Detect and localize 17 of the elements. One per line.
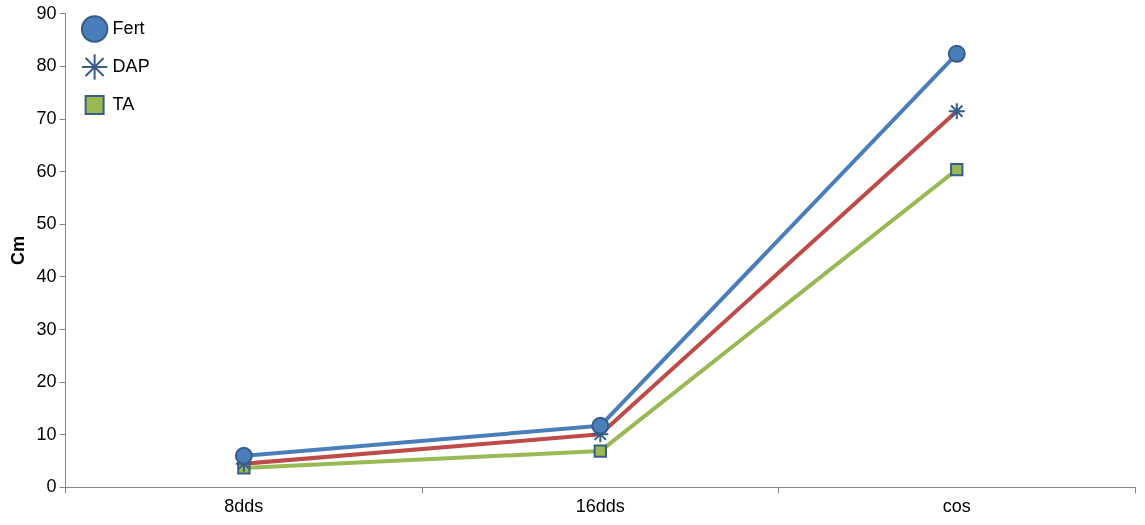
- legend-label: TA: [112, 93, 135, 114]
- x-tick-label: 8dds: [224, 496, 264, 517]
- y-tick-label: 10: [36, 423, 57, 444]
- y-tick-label: 30: [36, 318, 57, 339]
- legend-label: DAP: [112, 55, 150, 76]
- legend-label: Fert: [112, 17, 145, 38]
- y-tick-label: 0: [46, 476, 57, 497]
- x-tick-label: cos: [942, 496, 971, 517]
- y-tick-label: 60: [36, 160, 57, 181]
- y-tick-label: 70: [36, 108, 57, 129]
- y-tick-label: 20: [36, 371, 57, 392]
- y-axis-title: Cm: [7, 236, 28, 266]
- y-tick-label: 90: [36, 2, 57, 23]
- x-tick-label: 16dds: [575, 496, 625, 517]
- y-tick-label: 40: [36, 265, 57, 286]
- y-tick-label: 80: [36, 55, 57, 76]
- y-tick-label: 50: [36, 213, 57, 234]
